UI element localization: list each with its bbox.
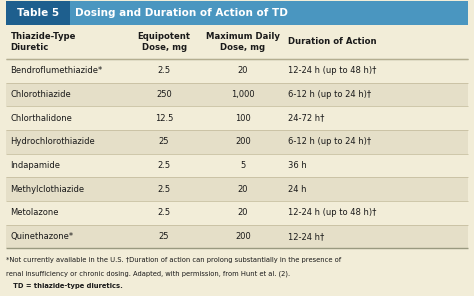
Text: Bendroflumethiazide*: Bendroflumethiazide* [10, 66, 103, 75]
Text: 2.5: 2.5 [157, 66, 171, 75]
Text: 2.5: 2.5 [157, 208, 171, 217]
Text: 20: 20 [237, 208, 248, 217]
Text: renal insufficiency or chronic dosing. Adapted, with permission, from Hunt et al: renal insufficiency or chronic dosing. A… [6, 270, 290, 277]
Text: 1,000: 1,000 [231, 90, 255, 99]
Text: 100: 100 [235, 114, 251, 123]
Bar [6, 106, 468, 130]
Text: 6-12 h (up to 24 h)†: 6-12 h (up to 24 h)† [288, 90, 371, 99]
Text: 6-12 h (up to 24 h)†: 6-12 h (up to 24 h)† [288, 137, 371, 146]
Bar [6, 83, 468, 106]
Bar [6, 1, 70, 25]
Text: 12-24 h (up to 48 h)†: 12-24 h (up to 48 h)† [288, 208, 376, 217]
Text: 200: 200 [235, 137, 251, 146]
Text: 12-24 h (up to 48 h)†: 12-24 h (up to 48 h)† [288, 66, 376, 75]
Text: *Not currently available in the U.S. †Duration of action can prolong substantial: *Not currently available in the U.S. †Du… [6, 257, 341, 263]
Text: TD = thiazide-type diuretics.: TD = thiazide-type diuretics. [6, 283, 122, 289]
Text: 20: 20 [237, 185, 248, 194]
Bar [6, 177, 468, 201]
Text: 200: 200 [235, 232, 251, 241]
Bar [6, 130, 468, 154]
Bar [6, 225, 468, 248]
Text: Chlorthalidone: Chlorthalidone [10, 114, 73, 123]
Text: 24-72 h†: 24-72 h† [288, 114, 324, 123]
Text: 250: 250 [156, 90, 172, 99]
Text: 20: 20 [237, 66, 248, 75]
Text: 5: 5 [240, 161, 246, 170]
Bar [6, 154, 468, 177]
Text: Chlorothiazide: Chlorothiazide [10, 90, 71, 99]
Text: Dosing and Duration of Action of TD: Dosing and Duration of Action of TD [75, 8, 288, 18]
Text: Methylclothiazide: Methylclothiazide [10, 185, 84, 194]
Text: Duration of Action: Duration of Action [288, 37, 376, 46]
Text: Table 5: Table 5 [17, 8, 59, 18]
Bar [6, 1, 468, 25]
Text: Hydrochlorothiazide: Hydrochlorothiazide [10, 137, 95, 146]
Bar [6, 201, 468, 225]
Text: 12.5: 12.5 [155, 114, 173, 123]
Text: 25: 25 [159, 137, 169, 146]
Text: Metolazone: Metolazone [10, 208, 59, 217]
Text: Indapamide: Indapamide [10, 161, 60, 170]
Text: Equipotent
Dose, mg: Equipotent Dose, mg [137, 32, 191, 52]
Text: 36 h: 36 h [288, 161, 307, 170]
Text: 2.5: 2.5 [157, 185, 171, 194]
Text: Thiazide-Type
Diuretic: Thiazide-Type Diuretic [10, 32, 76, 52]
Text: Quinethazone*: Quinethazone* [10, 232, 73, 241]
Text: 25: 25 [159, 232, 169, 241]
Text: Maximum Daily
Dose, mg: Maximum Daily Dose, mg [206, 32, 280, 52]
Text: 12-24 h†: 12-24 h† [288, 232, 324, 241]
Bar [6, 59, 468, 83]
Text: 24 h: 24 h [288, 185, 307, 194]
Bar [6, 25, 468, 59]
Text: 2.5: 2.5 [157, 161, 171, 170]
